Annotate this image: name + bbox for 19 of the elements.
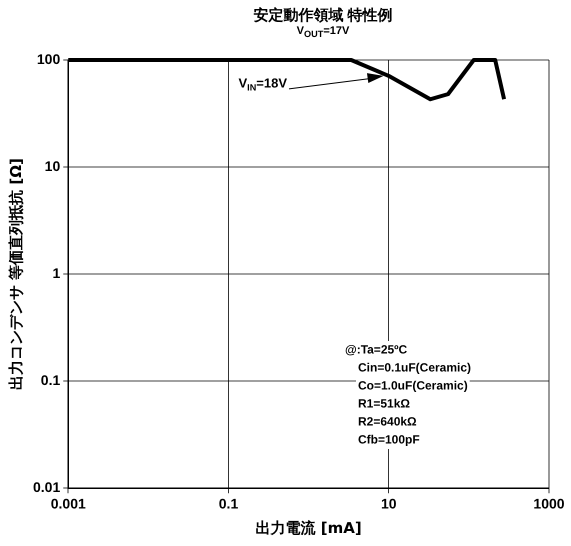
chart-title: 安定動作領域 特性例: [252, 6, 394, 25]
annotation: R2=640kΩ: [358, 414, 418, 428]
annotation: @:Ta=25ºC: [345, 342, 408, 356]
y-tick-label: 0.01: [33, 479, 60, 496]
x-axis-title: 出力電流 [mA]: [256, 518, 362, 537]
x-tick-label: 10: [380, 495, 397, 512]
x-tick-label: 0.1: [218, 495, 238, 512]
y-tick-label: 100: [36, 50, 60, 67]
x-tick-label: 0.001: [50, 495, 86, 512]
y-axis-title: 出力コンデンサ 等価直列抵抗 [Ω]: [6, 158, 25, 390]
x-tick-label: 1000: [533, 495, 565, 512]
annotation: Cin=0.1uF(Ceramic): [358, 360, 472, 374]
y-tick-label: 1: [52, 264, 60, 281]
annotation: Cfb=100pF: [358, 432, 420, 446]
annotation: Co=1.0uF(Ceramic): [358, 378, 468, 392]
annotation: R1=51kΩ: [358, 396, 410, 410]
y-tick-label: 0.1: [40, 372, 60, 388]
chart-subtitle: V$_{OUT}$=17V: [296, 25, 350, 40]
y-tick-label: 10: [44, 158, 60, 174]
